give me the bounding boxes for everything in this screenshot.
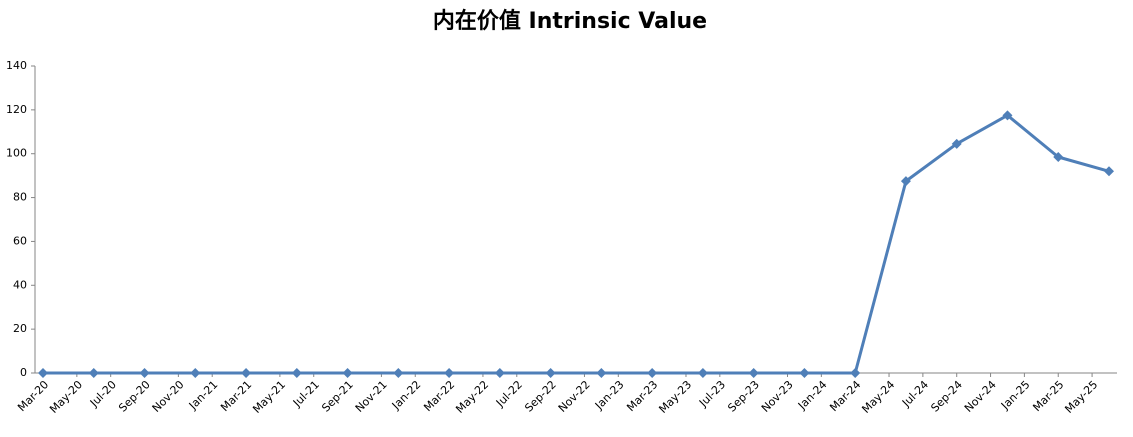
x-tick-label: Nov-21 bbox=[353, 378, 390, 415]
x-tick-label: Jul-22 bbox=[493, 378, 525, 410]
marker bbox=[393, 368, 404, 378]
x-tick-label: Jan-21 bbox=[186, 378, 221, 413]
y-tick-label: 120 bbox=[6, 103, 27, 116]
x-tick-label: May-24 bbox=[859, 378, 897, 416]
marker bbox=[647, 368, 658, 378]
x-tick-label: Nov-20 bbox=[150, 378, 187, 415]
marker bbox=[748, 368, 759, 378]
x-tick-label: May-22 bbox=[453, 378, 491, 416]
x-tick-label: May-25 bbox=[1062, 378, 1100, 416]
y-tick-label: 100 bbox=[6, 147, 27, 160]
y-tick-label: 0 bbox=[20, 366, 27, 379]
x-tick-label: May-20 bbox=[47, 378, 85, 416]
x-tick-label: Jul-24 bbox=[899, 378, 931, 410]
marker bbox=[139, 368, 150, 378]
marker bbox=[850, 368, 861, 378]
marker bbox=[38, 368, 48, 378]
marker bbox=[291, 368, 302, 378]
marker bbox=[545, 368, 556, 378]
x-tick-label: Jan-25 bbox=[998, 378, 1033, 413]
marker bbox=[88, 368, 99, 378]
marker bbox=[900, 176, 911, 187]
x-tick-label: Jul-20 bbox=[87, 378, 119, 410]
marker bbox=[241, 368, 252, 378]
y-tick-label: 60 bbox=[13, 234, 27, 247]
x-tick-label: Nov-23 bbox=[759, 378, 796, 415]
y-tick-label: 140 bbox=[6, 59, 27, 72]
chart-title: 内在价值 Intrinsic Value bbox=[433, 8, 707, 34]
y-tick-label: 80 bbox=[13, 191, 27, 204]
x-tick-label: Jan-22 bbox=[389, 378, 424, 413]
x-tick-label: Sep-22 bbox=[522, 378, 559, 415]
marker bbox=[596, 368, 607, 378]
line bbox=[43, 113, 1110, 375]
x-tick-label: May-23 bbox=[656, 378, 694, 416]
x-tick-label: Jan-24 bbox=[795, 378, 830, 413]
x-tick-label: Mar-22 bbox=[421, 378, 457, 414]
x-tick-label: Nov-22 bbox=[556, 378, 593, 415]
x-tick-label: Jan-23 bbox=[592, 378, 627, 413]
x-tick-label: Sep-24 bbox=[928, 378, 965, 415]
x-tick-label: Sep-20 bbox=[116, 378, 153, 415]
x-tick-label: Jul-21 bbox=[290, 378, 322, 410]
x-tick-label: Mar-25 bbox=[1030, 378, 1066, 414]
x-tick-label: Sep-21 bbox=[319, 378, 356, 415]
x-tick-label: May-21 bbox=[250, 378, 288, 416]
x-tick-label: Mar-20 bbox=[15, 378, 51, 414]
marker bbox=[799, 368, 810, 378]
marker bbox=[1002, 110, 1013, 121]
marker bbox=[190, 368, 201, 378]
marker bbox=[444, 368, 455, 378]
x-tick-label: Nov-24 bbox=[962, 378, 999, 415]
marker bbox=[342, 368, 353, 378]
marker bbox=[494, 368, 505, 378]
marker bbox=[1104, 166, 1114, 177]
y-tick-label: 20 bbox=[13, 322, 27, 335]
x-tick-label: Sep-23 bbox=[725, 378, 762, 415]
marker bbox=[1053, 152, 1064, 163]
x-tick-label: Jul-23 bbox=[696, 378, 728, 410]
marker bbox=[951, 138, 962, 149]
x-tick-label: Mar-24 bbox=[827, 378, 863, 414]
x-tick-label: Mar-23 bbox=[624, 378, 660, 414]
x-tick-label: Mar-21 bbox=[218, 378, 254, 414]
y-tick-label: 40 bbox=[13, 278, 27, 291]
marker bbox=[697, 368, 708, 378]
